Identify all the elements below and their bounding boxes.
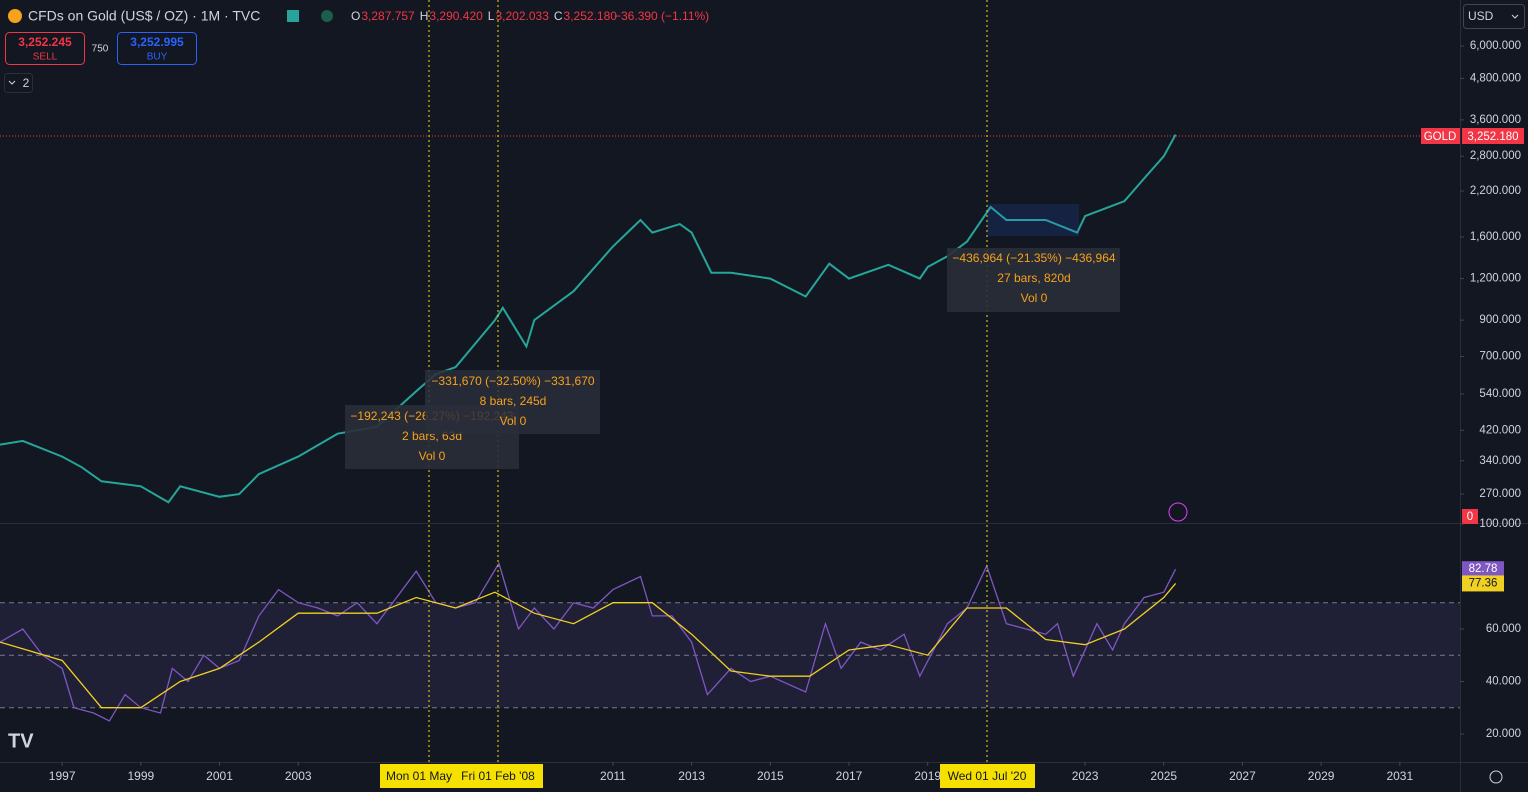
logo[interactable]: TV [8,730,34,752]
measure-text: Vol 0 [1021,291,1048,305]
date-marker-label: Wed 01 Jul '20 [948,769,1027,783]
last-value-tag [1462,561,1504,578]
alert-count: 0 [1467,511,1473,523]
ohlc-value: 3,287.757 [361,9,415,23]
x-tick-label: 2017 [836,769,863,783]
y-tick-label: 2,200.000 [1470,185,1521,197]
symbol-icon [8,9,22,23]
buy-button[interactable] [117,32,197,65]
measure-text: −436,964 (−21.35%) −436,964 [952,251,1115,265]
currency: USD [1468,9,1494,23]
ohlc-value: 3,252.180 [564,9,618,23]
currency-select[interactable] [1463,4,1525,29]
x-tick-label: 2025 [1150,769,1177,783]
ohlc: O 3,287.757 H 3,290.420 L 3,202.033 C 3,252.180 [351,9,617,23]
sell-price: 3,252.245 [18,35,72,49]
x-tick-label: 2003 [285,769,312,783]
ohlc-key: C [554,9,563,23]
y-tick-label: 420.000 [1479,424,1521,436]
x-tick-label: 2013 [678,769,705,783]
settings-icon[interactable] [1489,770,1503,784]
buy-price: 3,252.995 [130,35,184,49]
date-marker-label-bg [380,764,458,788]
chevron-icon [1511,14,1519,19]
ohlc-key: L [488,9,495,23]
change: −36.390 (−1.11%) [614,9,709,23]
symbol-tag [1421,128,1460,144]
measure: −331,670 (−32.50%) −331,670 8 bars, 245d… [425,370,600,434]
sell-button[interactable] [5,32,85,65]
x-tick-label: 2031 [1386,769,1413,783]
x-tick-label: 2015 [757,769,784,783]
last-value: 82.78 [1469,563,1498,575]
x-tick-label: 1999 [127,769,154,783]
spread: 750 [92,44,109,55]
x-tick-label: 2019 [914,769,941,783]
y-tick-label: 4,800.000 [1470,72,1521,84]
alert-tag [1462,509,1478,524]
last-value-tag [1462,575,1504,592]
y-tick-label: 540.000 [1479,388,1521,400]
measure: −436,964 (−21.35%) −436,964 27 bars, 820… [947,204,1120,312]
symbol-title[interactable]: CFDs on Gold (US$ / OZ) · 1M · TVC [28,8,260,24]
y-tick-label: 340.000 [1479,455,1521,467]
measure-area [987,204,1079,236]
buy-label: BUY [147,52,168,63]
y-tick-label: 60.000 [1486,623,1521,635]
date-marker-label: Mon 01 May [386,769,452,783]
plots [0,134,1460,722]
ohlc-key: H [420,9,429,23]
measure-text: 8 bars, 245d [480,394,547,408]
ohlc-value: 3,290.420 [429,9,483,23]
flash-icon[interactable] [1168,502,1188,522]
ohlc-value: 3,202.033 [495,9,549,23]
y-tick-label: 2,800.000 [1470,150,1521,162]
ohlc-key: O [351,9,360,23]
measure-text: Vol 0 [419,449,446,463]
y-tick-label: 700.000 [1479,350,1521,362]
y-tick-label: 1,600.000 [1470,231,1521,243]
measure-box [425,370,600,434]
indicators-toggle[interactable] [4,73,33,93]
status-dot [321,10,333,22]
x-tick-label: 2011 [600,769,626,783]
measure-text: 27 bars, 820d [997,271,1070,285]
y-tick-label: 1,200.000 [1470,273,1521,285]
series-line [0,582,1177,709]
series-line [0,134,1177,504]
date-marker-label-bg [940,764,1035,788]
sell-label: SELL [33,52,58,63]
y-tick-label: 40.000 [1486,676,1521,688]
x-tick-label: 2001 [206,769,233,783]
y-tick-label: 6,000.000 [1470,40,1521,52]
x-tick-label: 2027 [1229,769,1256,783]
measure-text: Vol 0 [500,414,527,428]
date-marker-label: Fri 01 Feb '08 [461,769,535,783]
x-tick-label: 1997 [49,769,76,783]
date-marker-label-bg [455,764,543,788]
market-status[interactable] [287,10,299,22]
measure-box [947,248,1120,312]
measure-text: −331,670 (−32.50%) −331,670 [431,374,594,388]
series-line [0,561,1177,722]
y-tick-label: 100.000 [1479,518,1521,530]
x-tick-label: 2029 [1308,769,1335,783]
chevron-icon [8,80,16,85]
symbol-tag-text: GOLD [1424,131,1457,143]
y-tick-label: 3,600.000 [1470,114,1521,126]
y-tick-label: 270.000 [1479,488,1521,500]
indicators-count: 2 [23,76,30,90]
price-tag-text: 3,252.180 [1467,131,1518,143]
x-tick-label: 2023 [1072,769,1099,783]
y-tick-label: 900.000 [1479,314,1521,326]
last-value: 77.36 [1469,577,1498,589]
price-tag [1462,128,1524,144]
y-tick-label: 20.000 [1486,728,1521,740]
